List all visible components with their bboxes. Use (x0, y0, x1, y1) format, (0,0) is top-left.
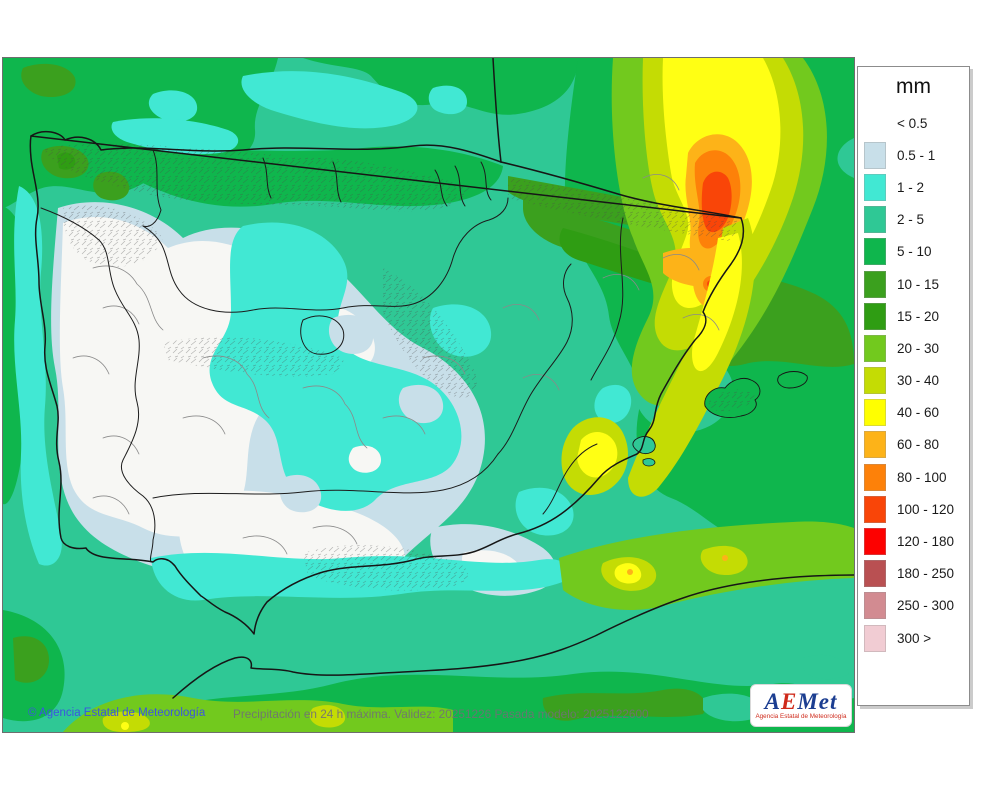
legend-row: 30 - 40 (858, 365, 969, 397)
legend-label: 5 - 10 (897, 244, 932, 260)
aemet-logo-word: AEMet (764, 689, 838, 714)
legend-title: mm (896, 75, 931, 98)
legend-swatch (864, 302, 886, 330)
legend-swatch (864, 560, 886, 588)
legend-swatch (864, 463, 886, 491)
legend-row: 15 - 20 (858, 300, 969, 332)
legend-swatch (864, 367, 886, 395)
legend-label: 100 - 120 (897, 501, 955, 517)
legend-row: 2 - 5 (858, 204, 969, 236)
legend-row: < 0.5 (858, 107, 969, 139)
legend-row: 60 - 80 (858, 429, 969, 461)
aemet-letter: M (797, 689, 819, 714)
coastlines-and-borders (29, 58, 854, 699)
terrain-hillshade (43, 143, 755, 591)
precipitation-map (2, 57, 855, 733)
legend-label: 300 > (897, 630, 932, 646)
aemet-logo: AEMet Agencia Estatal de Meteorología (750, 684, 852, 727)
legend-swatch (864, 528, 886, 556)
legend-swatch (864, 270, 886, 298)
legend-row: 80 - 100 (858, 461, 969, 493)
aemet-logo-subtitle: Agencia Estatal de Meteorología (755, 713, 847, 720)
legend-swatch (864, 173, 886, 201)
legend-row: 20 - 30 (858, 332, 969, 364)
legend-label: < 0.5 (897, 115, 928, 131)
aemet-letter: e (818, 689, 830, 714)
legend-row: 1 - 2 (858, 171, 969, 203)
aemet-letter: E (780, 689, 798, 714)
legend-swatch (864, 206, 886, 234)
aemet-letter: t (829, 689, 838, 714)
legend-row: 300 > (858, 622, 969, 654)
legend-label: 0.5 - 1 (897, 147, 936, 163)
legend-swatch (864, 592, 886, 620)
legend-swatch (864, 141, 886, 169)
legend-label: 30 - 40 (897, 373, 940, 389)
legend-row: 180 - 250 (858, 558, 969, 590)
legend-swatch (864, 334, 886, 362)
legend-swatch (864, 495, 886, 523)
legend-label: 15 - 20 (897, 308, 940, 324)
legend-row: 250 - 300 (858, 590, 969, 622)
legend-swatch (864, 399, 886, 427)
model-run-text: Precipitación en 24 h máxima. Validez: 2… (233, 707, 649, 721)
legend-label: 180 - 250 (897, 566, 955, 582)
province-boundaries (72, 174, 720, 555)
legend-row: 40 - 60 (858, 397, 969, 429)
legend-swatch (864, 431, 886, 459)
legend-label: 1 - 2 (897, 179, 925, 195)
precipitation-map-canvas (3, 58, 854, 732)
legend-row: 100 - 120 (858, 493, 969, 525)
legend-swatch (864, 624, 886, 652)
copyright-text: © Agencia Estatal de Meteorología (28, 707, 206, 719)
legend-label: 40 - 60 (897, 405, 940, 421)
legend-swatch (864, 238, 886, 266)
legend-panel: mm < 0.5 0.5 - 1 1 - 2 2 - 5 5 - 10 10 -… (857, 66, 970, 706)
legend-label: 10 - 15 (897, 276, 940, 292)
legend-label: 20 - 30 (897, 340, 940, 356)
legend-label: 80 - 100 (897, 469, 947, 485)
legend-label: 120 - 180 (897, 534, 955, 550)
legend-label: 60 - 80 (897, 437, 940, 453)
legend-row: 10 - 15 (858, 268, 969, 300)
legend-row: 120 - 180 (858, 525, 969, 557)
legend-label: 2 - 5 (897, 212, 925, 228)
aemet-letter: A (764, 689, 781, 714)
legend-row: 0.5 - 1 (858, 139, 969, 171)
legend-label: 250 - 300 (897, 598, 955, 614)
legend-row: 5 - 10 (858, 236, 969, 268)
